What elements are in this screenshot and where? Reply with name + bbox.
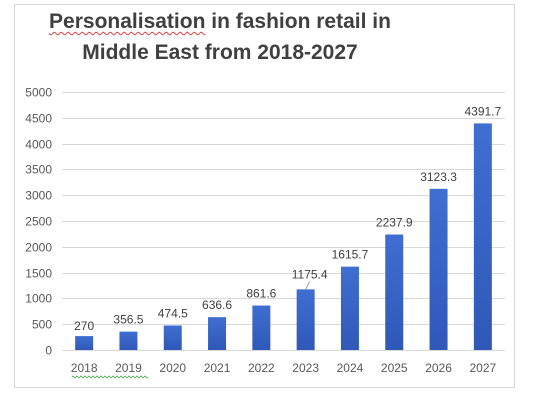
data-label: 1175.4 bbox=[292, 267, 328, 281]
bar-2025 bbox=[385, 234, 404, 350]
bar-2027 bbox=[473, 123, 492, 351]
x-tick-label: 2019 bbox=[115, 361, 142, 375]
data-labels: 270 356.5 474.5 636.6 861.6 1175.4 1615.7 2237.… bbox=[74, 104, 501, 333]
y-tick-label: 2500 bbox=[25, 215, 52, 229]
bar-2023 bbox=[296, 289, 315, 350]
data-label: 2237.9 bbox=[376, 216, 413, 230]
chart-title-word-personalisation: Personalisation bbox=[49, 10, 206, 33]
data-label: 356.5 bbox=[113, 313, 143, 327]
y-axis-ticks: 0 500 1000 1500 2000 2500 3000 3500 4000 4500 5000 bbox=[25, 86, 52, 358]
y-tick-label: 1000 bbox=[25, 292, 52, 306]
x-tick-label: 2020 bbox=[159, 361, 186, 375]
data-label: 4391.7 bbox=[464, 104, 501, 118]
bar-2019 bbox=[119, 331, 138, 350]
data-label: 270 bbox=[74, 319, 94, 333]
bar-2022 bbox=[252, 305, 271, 350]
x-tick-label: 2025 bbox=[381, 361, 408, 375]
y-tick-label: 500 bbox=[32, 318, 52, 332]
bar-2018 bbox=[75, 336, 94, 350]
grammar-squiggle bbox=[71, 375, 149, 379]
y-tick-label: 5000 bbox=[25, 86, 52, 100]
x-tick-label: 2027 bbox=[469, 361, 496, 375]
data-label: 1615.7 bbox=[332, 248, 369, 262]
y-tick-label: 0 bbox=[45, 344, 52, 358]
data-label: 3123.3 bbox=[420, 170, 457, 184]
chart-title-line1: Personalisation in fashion retail in bbox=[0, 6, 440, 37]
y-tick-label: 2000 bbox=[25, 241, 52, 255]
data-label: 474.5 bbox=[158, 307, 188, 321]
bar-2021 bbox=[208, 317, 227, 350]
x-tick-label: 2018 bbox=[71, 361, 98, 375]
y-tick-label: 3000 bbox=[25, 189, 52, 203]
chart-title-line2: Middle East from 2018-2027 bbox=[82, 41, 358, 64]
bar-2020 bbox=[163, 325, 182, 350]
x-tick-label: 2026 bbox=[425, 361, 452, 375]
y-tick-label: 4500 bbox=[25, 112, 52, 126]
x-tick-label: 2022 bbox=[248, 361, 275, 375]
x-tick-label: 2023 bbox=[292, 361, 319, 375]
bar-2024 bbox=[340, 266, 359, 350]
x-tick-label: 2024 bbox=[337, 361, 364, 375]
chart-title-line1-rest: in fashion retail in bbox=[205, 10, 391, 33]
bar-2026 bbox=[429, 188, 448, 350]
y-tick-label: 3500 bbox=[25, 163, 52, 177]
x-tick-label: 2021 bbox=[204, 361, 231, 375]
bars bbox=[75, 123, 492, 351]
x-axis-ticks: 2018 2019 2020 2021 2022 2023 2024 2025 2026 2027 bbox=[71, 361, 497, 379]
data-label: 861.6 bbox=[246, 287, 276, 301]
data-label: 636.6 bbox=[202, 298, 232, 312]
y-tick-label: 4000 bbox=[25, 138, 52, 152]
leader-line bbox=[305, 281, 311, 290]
chart-title: Personalisation in fashion retail in Mid… bbox=[0, 6, 440, 68]
y-tick-label: 1500 bbox=[25, 267, 52, 281]
